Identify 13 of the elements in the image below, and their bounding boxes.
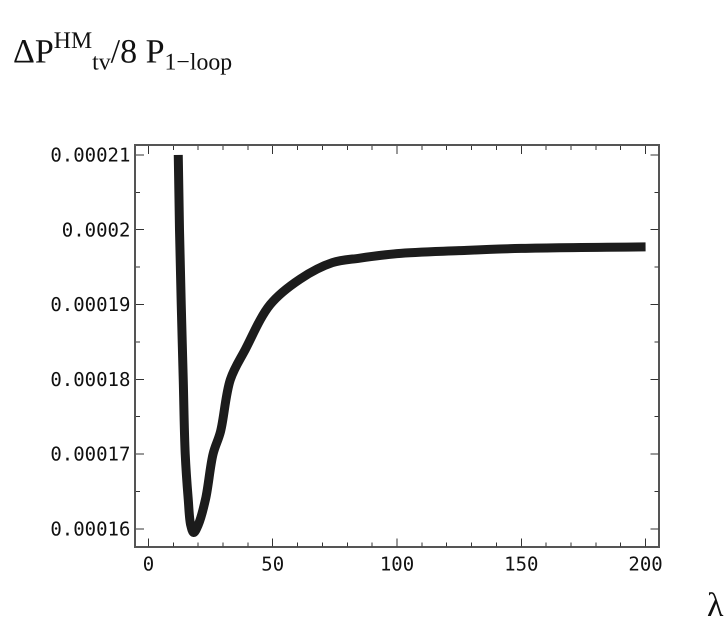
- y-tick-label: 0.00016: [50, 518, 130, 540]
- x-axis-title: λ: [707, 587, 724, 621]
- y-tick-label: 0.00018: [50, 368, 130, 391]
- y-tick-label: 0.0002: [62, 219, 130, 242]
- y-tick-label: 0.00017: [50, 444, 130, 466]
- y-tick-label: 0.00019: [50, 294, 130, 316]
- x-tick-label: 0: [142, 554, 154, 576]
- x-tick-label: 200: [628, 554, 663, 576]
- y-axis-title: ΔP$^{HM}$$_{tv}$/8 P$_{1−loop}$: [13, 28, 232, 76]
- x-tick-label: 50: [261, 554, 284, 576]
- x-tick-label: 150: [504, 554, 538, 576]
- y-tick-label: 0.00021: [50, 144, 130, 167]
- x-tick-label: 100: [380, 554, 414, 576]
